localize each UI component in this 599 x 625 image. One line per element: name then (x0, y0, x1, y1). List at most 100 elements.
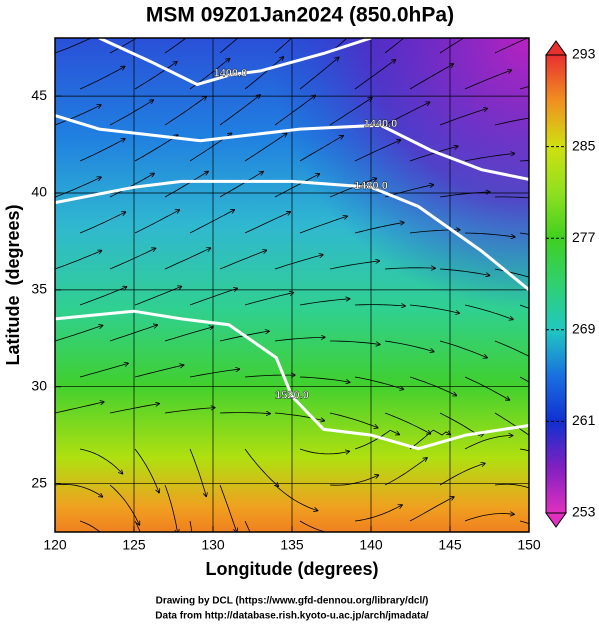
streamline (134, 210, 179, 234)
streamline (494, 483, 529, 489)
streamline (439, 268, 490, 275)
streamline (519, 232, 529, 235)
streamline (109, 248, 156, 270)
streamline (219, 95, 260, 126)
streamline (409, 376, 456, 396)
contour-label: 1520.0 (275, 389, 309, 401)
colorbar-tick-label: 269 (572, 321, 596, 337)
x-tick-label: 145 (438, 537, 462, 553)
streamline (464, 514, 514, 522)
streamline (134, 365, 184, 378)
streamline (329, 412, 378, 428)
streamline (329, 38, 348, 54)
x-tick-label: 150 (517, 537, 541, 553)
streamline (244, 375, 295, 377)
streamline (409, 304, 459, 313)
y-tick-label: 35 (31, 281, 47, 297)
streamline (519, 448, 529, 452)
streamline (55, 177, 101, 198)
streamline (109, 484, 139, 525)
y-tick-label: 40 (31, 184, 47, 200)
x-tick-label: 140 (359, 537, 383, 553)
streamline (354, 505, 402, 522)
streamline (79, 67, 125, 90)
x-tick-label: 135 (280, 537, 304, 553)
streamline (219, 250, 266, 270)
streamline (519, 520, 529, 525)
streamline (384, 38, 405, 54)
plot-area: 1400.0 1440.0 1480.0 1520.0 (55, 38, 529, 532)
streamline (299, 299, 350, 306)
streamline (494, 268, 529, 278)
contour-label: 1400.0 (214, 68, 248, 80)
colorbar-tick-label: 293 (572, 46, 596, 62)
streamline (164, 97, 206, 126)
streamline (109, 404, 159, 414)
streamline (244, 57, 283, 90)
streamline (409, 497, 454, 522)
streamline (79, 448, 123, 474)
streamline (354, 140, 400, 162)
streamline (164, 408, 215, 414)
streamline (274, 95, 315, 126)
streamline (519, 376, 529, 383)
streamline (299, 136, 343, 162)
contour-line (55, 309, 529, 451)
streamline (354, 429, 399, 450)
streamline (274, 484, 318, 511)
contour-label: 1440.0 (364, 118, 398, 130)
x-axis-label: Longitude (degrees) (205, 559, 378, 579)
streamline (189, 448, 206, 496)
streamline (219, 484, 237, 532)
streamline (55, 105, 101, 126)
streamline (244, 520, 251, 532)
streamline (134, 62, 177, 90)
streamline (299, 448, 349, 454)
streamline (219, 38, 239, 54)
streamline (439, 192, 490, 198)
streamline (164, 327, 213, 342)
streamline (274, 38, 293, 54)
y-tick-label: 25 (31, 474, 47, 490)
streamline (439, 38, 465, 54)
streamline (55, 483, 102, 497)
footer-text: Data from http://database.rish.kyoto-u.a… (155, 611, 429, 622)
y-axis-label: Latitude (degrees) (3, 204, 23, 365)
contour-line (55, 179, 529, 291)
streamline (354, 305, 405, 306)
streamline (439, 463, 485, 486)
streamline (244, 212, 290, 234)
colorbar-tick-label: 285 (572, 137, 596, 153)
streamline (329, 98, 372, 126)
streamline (79, 520, 101, 532)
contour-label: 1480.0 (354, 180, 388, 192)
colorbar-tick-label: 277 (572, 229, 596, 245)
streamline (189, 369, 239, 378)
streamline (134, 448, 159, 493)
streamline (329, 178, 376, 198)
streamline (244, 293, 293, 306)
streamline (299, 216, 347, 234)
streamline (464, 436, 513, 450)
colorbar (545, 54, 567, 514)
streamline (384, 102, 430, 126)
streamline (79, 363, 128, 378)
streamline (519, 304, 529, 309)
y-tick-label: 45 (31, 87, 47, 103)
streamline (409, 64, 453, 90)
contour-line (98, 38, 372, 87)
streamline (164, 484, 178, 532)
streamline (274, 337, 325, 342)
streamline (244, 448, 278, 486)
streamline (384, 268, 435, 269)
streamline (55, 325, 103, 342)
streamline (189, 520, 193, 532)
streamline (299, 57, 339, 90)
streamline (519, 86, 529, 90)
streamline (354, 60, 396, 90)
streamline (189, 210, 234, 234)
streamline (274, 412, 324, 421)
streamline (164, 248, 210, 270)
streamline (384, 458, 427, 486)
